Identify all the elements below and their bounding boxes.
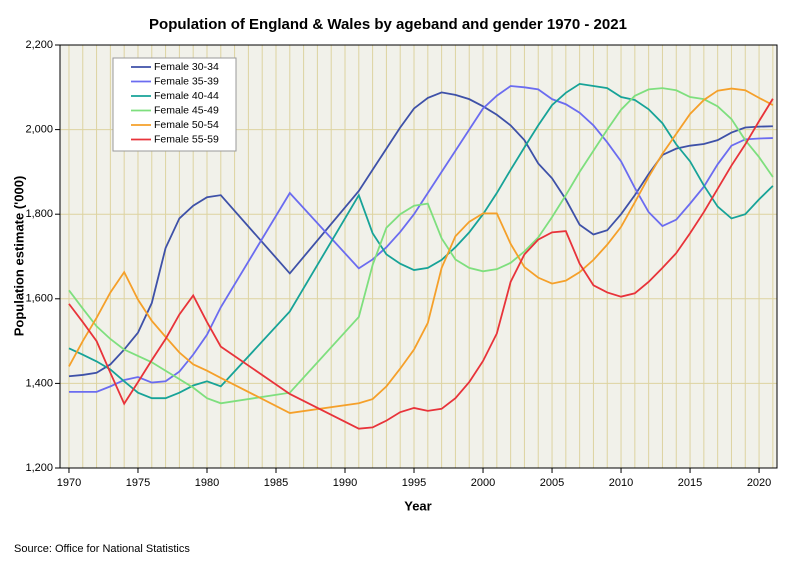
plot-frame xyxy=(59,44,778,469)
series-line xyxy=(68,87,774,414)
legend-box xyxy=(112,57,237,152)
x-tick-label: 1985 xyxy=(264,477,288,489)
y-axis-label: Population estimate ('000) xyxy=(11,176,26,337)
chart-title: Population of England & Wales by ageband… xyxy=(149,16,627,33)
x-tick-label: 2005 xyxy=(540,477,564,489)
x-tick-label: 2010 xyxy=(609,477,633,489)
lines xyxy=(68,82,774,430)
source-note: Source: Office for National Statistics xyxy=(14,543,190,555)
x-tick-label: 2015 xyxy=(678,477,702,489)
x-axis-label: Year xyxy=(404,498,431,513)
legend-label: Female 35-39 xyxy=(154,75,219,87)
y-tick-label: 1,800 xyxy=(25,208,53,220)
x-tick-label: 2020 xyxy=(747,477,771,489)
series-line xyxy=(68,85,773,393)
legend: Female 30-34 Female 35-39 Female 40-44 Fema… xyxy=(112,57,237,152)
series-line xyxy=(68,91,773,378)
y-tick-label: 1,200 xyxy=(25,462,53,474)
y-tick-label: 1,600 xyxy=(25,293,53,305)
x-tick-label: 1975 xyxy=(126,477,150,489)
x-tick-label: 2000 xyxy=(471,477,495,489)
legend-label: Female 40-44 xyxy=(154,90,219,102)
legend-label: Female 55-59 xyxy=(154,133,219,145)
series-line xyxy=(68,82,774,400)
x-tick-label: 1980 xyxy=(195,477,219,489)
axes: 1,200 1,400 1,600 1,800 2,000 2,200 1970 1975 19… xyxy=(25,39,771,489)
y-tick-label: 2,200 xyxy=(25,39,53,51)
x-tick-label: 1995 xyxy=(402,477,426,489)
legend-label: Female 45-49 xyxy=(154,104,219,116)
legend-label: Female 50-54 xyxy=(154,119,219,131)
series-line xyxy=(68,87,774,405)
x-tick-label: 1990 xyxy=(333,477,357,489)
series-line xyxy=(68,98,774,430)
y-tick-label: 2,000 xyxy=(25,124,53,136)
x-tick-label: 1970 xyxy=(57,477,81,489)
legend-label: Female 30-34 xyxy=(154,61,219,73)
y-tick-label: 1,400 xyxy=(25,377,53,389)
